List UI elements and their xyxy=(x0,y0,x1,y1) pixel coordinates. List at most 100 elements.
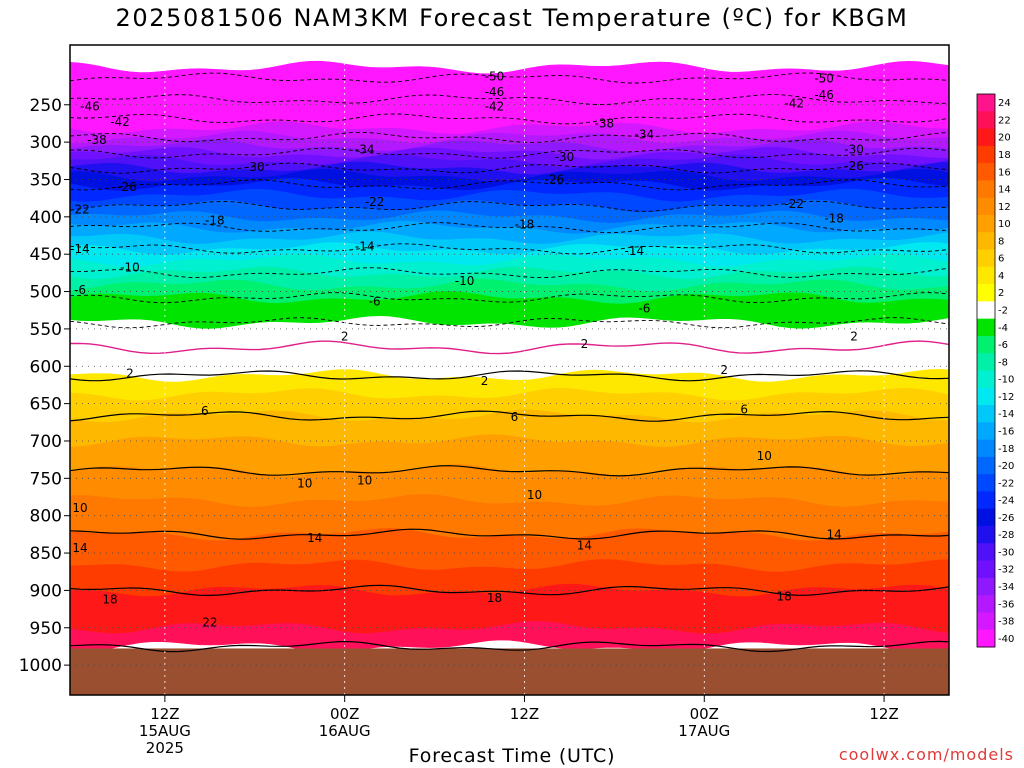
isotherm-line xyxy=(70,584,949,597)
contour-label: 2 xyxy=(581,337,589,351)
x-tick-label: 00Z xyxy=(330,705,359,723)
y-tick-label: 800 xyxy=(30,507,62,527)
isotherm-line xyxy=(70,640,949,653)
colorbar-label: -2 xyxy=(998,306,1008,317)
contour-label: -14 xyxy=(355,240,375,254)
contour-label: 10 xyxy=(757,449,772,463)
colorbar-swatch xyxy=(977,387,995,406)
y-tick-label: 500 xyxy=(30,283,62,303)
x-tick-label: 2025 xyxy=(146,739,184,757)
colorbar-swatch xyxy=(977,163,995,181)
colorbar-swatch xyxy=(977,474,995,492)
contour-label: -46 xyxy=(814,88,834,102)
contour-label: 2 xyxy=(126,367,134,381)
colorbar-swatch xyxy=(977,353,995,371)
x-axis-label: Forecast Time (UTC) xyxy=(408,745,616,767)
isotherm-line xyxy=(70,94,949,106)
colorbar-swatch xyxy=(977,180,995,199)
contour-label: 14 xyxy=(307,531,322,545)
colorbar-label: 18 xyxy=(998,150,1011,161)
colorbar-label: 14 xyxy=(998,185,1011,196)
colorbar-label: 20 xyxy=(998,133,1011,144)
isotherm-line xyxy=(70,113,949,125)
y-tick-label: 250 xyxy=(30,96,62,116)
contour-label: 10 xyxy=(357,474,372,488)
contour-label: 6 xyxy=(740,403,748,417)
isotherm-line xyxy=(70,179,949,191)
colorbar-label: 6 xyxy=(998,254,1004,265)
x-tick-label: 12Z xyxy=(510,705,539,723)
contour-label: -46 xyxy=(80,99,100,113)
colorbar-label: 22 xyxy=(998,115,1011,126)
colorbar-label: -8 xyxy=(998,357,1008,368)
contour-label: -30 xyxy=(245,160,265,174)
y-tick-label: 400 xyxy=(30,208,62,228)
colorbar-label: -12 xyxy=(998,392,1014,403)
contour-label: -22 xyxy=(784,197,804,211)
isotherm-line xyxy=(70,162,949,174)
isotherm-line xyxy=(70,317,949,329)
contour-label: 2 xyxy=(720,363,728,377)
colorbar-label: 2 xyxy=(998,288,1004,299)
colorbar-swatch xyxy=(977,318,995,337)
isotherm-contours xyxy=(70,72,949,653)
colorbar-label: -20 xyxy=(998,461,1014,472)
contour-label: -10 xyxy=(455,274,475,288)
colorbar-swatch xyxy=(977,335,995,354)
colorbar-label: -34 xyxy=(998,582,1014,593)
colorbar-swatch xyxy=(977,197,995,216)
contour-label: -6 xyxy=(638,302,650,316)
y-tick-label: 850 xyxy=(30,544,62,564)
colorbar-label: 12 xyxy=(998,202,1011,213)
contour-label: -26 xyxy=(844,159,864,173)
colorbar-swatch xyxy=(977,612,995,631)
contour-label: -34 xyxy=(635,128,655,142)
isotherm-line xyxy=(70,465,949,477)
temperature-field xyxy=(70,60,949,695)
colorbar-swatch xyxy=(977,266,995,285)
contour-label: -18 xyxy=(205,214,225,228)
colorbar-label: -22 xyxy=(998,478,1014,489)
contour-label: 2 xyxy=(481,374,489,388)
freezing-line xyxy=(70,340,949,355)
contour-label: 2 xyxy=(341,329,349,343)
colorbar-label: -30 xyxy=(998,547,1014,558)
contour-label: -10 xyxy=(120,261,140,275)
contour-label: -14 xyxy=(625,244,645,258)
colorbar-swatch xyxy=(977,145,995,164)
y-tick-label: 600 xyxy=(30,357,62,377)
colorbar-swatch xyxy=(977,94,995,112)
colorbar-swatch xyxy=(977,111,995,130)
contour-label: -14 xyxy=(70,242,90,256)
isotherm-line xyxy=(70,410,949,422)
gridlines xyxy=(70,45,949,695)
y-tick-label: 950 xyxy=(30,619,62,639)
colorbar-swatch xyxy=(977,577,995,596)
colorbar-label: -32 xyxy=(998,565,1014,576)
contour-label: 18 xyxy=(487,591,502,605)
colorbar-label: 10 xyxy=(998,219,1011,230)
plot-frame xyxy=(69,44,950,696)
colorbar-label: 16 xyxy=(998,167,1011,178)
colorbar-label: -14 xyxy=(998,409,1014,420)
isotherm-line xyxy=(70,528,949,540)
y-tick-label: 1000 xyxy=(19,656,62,676)
y-tick-label: 450 xyxy=(30,245,62,265)
colorbar-legend: 24 22 20 18 16 14 12 10 8 6 4 2 -2 -4 -6 -8 -10 -12 -14 -16… xyxy=(976,93,1014,648)
contour-label: -18 xyxy=(824,211,844,225)
colorbar-swatch xyxy=(977,439,995,458)
contour-label: -26 xyxy=(117,180,137,194)
contour-label: 18 xyxy=(777,589,792,603)
contour-label: -6 xyxy=(369,294,381,308)
contour-label: 10 xyxy=(527,488,542,502)
colorbar-label: -16 xyxy=(998,426,1014,437)
colorbar-label: -4 xyxy=(998,323,1008,334)
chart-title: 2025081506 NAM3KM Forecast Temperature (… xyxy=(115,4,909,32)
contour-label: -26 xyxy=(545,172,565,186)
y-tick-label: 350 xyxy=(30,170,62,190)
contour-label: -46 xyxy=(485,85,505,99)
contour-label: -18 xyxy=(515,217,535,231)
credit-link[interactable]: coolwx.com/models xyxy=(838,745,1014,764)
